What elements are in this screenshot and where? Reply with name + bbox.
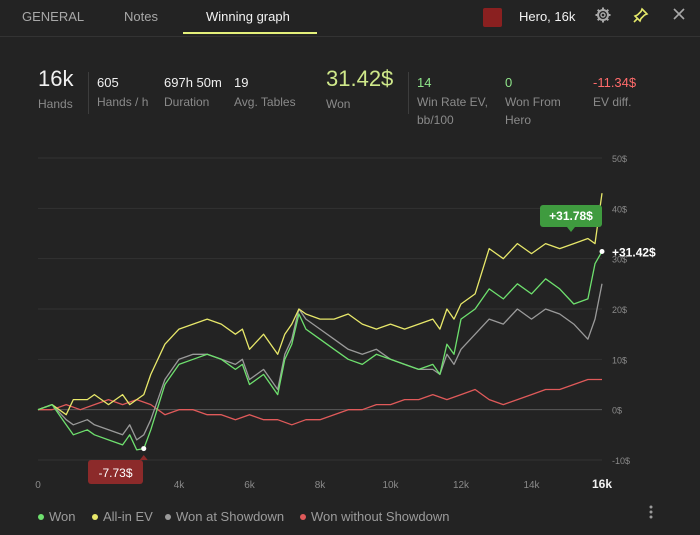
stat-won-label: Won — [326, 97, 351, 111]
stat-won-from-hero-label-line2: Hero — [505, 113, 532, 127]
stat-hands: 16k Hands — [38, 66, 73, 113]
final-ev-bubble — [540, 205, 602, 227]
series-line-all-in-ev[interactable] — [37, 193, 603, 416]
stat-divider — [408, 72, 409, 114]
stat-win-rate-ev-label: Win Rate EV, bb/100 — [417, 93, 488, 129]
stat-duration-value: 697h 50m — [164, 75, 222, 90]
more-options-icon[interactable] — [645, 505, 657, 525]
close-icon[interactable] — [669, 7, 689, 27]
y-tick-label: 0$ — [612, 406, 622, 416]
stat-won-from-hero-label: Won From Hero — [505, 93, 561, 129]
gear-icon[interactable] — [593, 7, 613, 27]
final-won-label: +31.42$ — [612, 246, 656, 260]
x-tick-label: 16k — [592, 477, 612, 491]
legend-item-won-without-showdown[interactable]: Won without Showdown — [300, 509, 450, 524]
stat-win-rate-ev: 14 Win Rate EV, bb/100 — [417, 75, 488, 129]
stat-hands-per-hour-label: Hands / h — [97, 95, 149, 109]
top-bar: GENERAL Notes Winning graph Hero, 16k — [0, 0, 700, 37]
stat-ev-diff-label: EV diff. — [593, 95, 632, 109]
x-tick-label: 4k — [174, 480, 186, 491]
player-name: Hero, 16k — [519, 9, 576, 24]
final-won-point[interactable] — [599, 249, 605, 255]
legend-dot-won-without-showdown — [300, 513, 306, 520]
series-line-won-without-showdown[interactable] — [38, 378, 602, 426]
tab-general[interactable]: GENERAL — [22, 9, 85, 24]
stat-hands-label: Hands — [38, 97, 73, 111]
stat-avg-tables: 19 Avg. Tables — [234, 75, 296, 111]
stat-avg-tables-label: Avg. Tables — [234, 95, 296, 109]
pin-icon[interactable] — [631, 7, 651, 27]
y-tick-label: -10$ — [612, 456, 630, 466]
tab-notes[interactable]: Notes — [124, 9, 158, 24]
stat-hands-per-hour: 605 Hands / h — [97, 75, 148, 111]
stat-won-from-hero-value: 0 — [505, 75, 513, 90]
stat-avg-tables-value: 19 — [234, 75, 249, 90]
legend-dot-all-in-ev — [92, 513, 98, 520]
x-tick-label: 14k — [523, 480, 540, 491]
stat-ev-diff-value: -11.34$ — [593, 75, 637, 90]
stat-duration: 697h 50m Duration — [164, 75, 222, 111]
minimum-bubble — [88, 460, 143, 484]
legend-label-won-at-showdown: Won at Showdown — [176, 509, 285, 524]
stat-won-from-hero-label-line1: Won From — [505, 95, 561, 109]
stat-hands-per-hour-value: 605 — [97, 75, 119, 90]
stat-ev-diff: -11.34$ EV diff. — [593, 75, 636, 111]
minimum-point[interactable] — [141, 446, 147, 452]
stat-won: 31.42$ Won — [326, 66, 393, 113]
winning-graph-chart[interactable]: 50$ 40$ 30$ 20$ 10$ 0$ -10$ 0 4k 6k 8k 10k 12k 14k 16k… — [0, 140, 700, 500]
y-tick-label: 10$ — [612, 355, 627, 365]
legend-label-won-without-showdown: Won without Showdown — [311, 509, 450, 524]
series-line-won-at-showdown[interactable] — [37, 283, 603, 441]
y-tick-label: 40$ — [612, 204, 627, 214]
stat-win-rate-ev-label-line1: Win Rate EV, — [417, 95, 488, 109]
x-tick-label: 12k — [453, 480, 470, 491]
final-ev-label: +31.78$ — [549, 209, 593, 223]
stat-divider — [88, 72, 89, 114]
tab-winning-graph[interactable]: Winning graph — [206, 9, 290, 24]
legend-label-all-in-ev: All-in EV — [103, 509, 153, 524]
legend-dot-won-at-showdown — [165, 513, 171, 520]
player-color-swatch[interactable] — [483, 8, 502, 27]
x-tick-label: 0 — [35, 480, 41, 491]
final-ev-bubble-pointer — [567, 227, 575, 232]
stat-hands-value: 16k — [38, 66, 74, 91]
series-line-won[interactable] — [37, 251, 603, 451]
x-tick-label: 8k — [315, 480, 327, 491]
y-tick-label: 30$ — [612, 255, 627, 265]
x-tick-label: 6k — [244, 480, 256, 491]
minimum-bubble-pointer — [139, 455, 148, 460]
stat-win-rate-ev-value: 14 — [417, 75, 432, 90]
legend-dot-won — [38, 513, 44, 520]
stat-won-from-hero: 0 Won From Hero — [505, 75, 561, 129]
legend-label-won: Won — [49, 509, 76, 524]
legend-item-all-in-ev[interactable]: All-in EV — [92, 509, 153, 524]
stat-won-value: 31.42$ — [326, 66, 394, 91]
legend-item-won[interactable]: Won — [38, 509, 76, 524]
legend-item-won-at-showdown[interactable]: Won at Showdown — [165, 509, 284, 524]
stat-duration-label: Duration — [164, 95, 210, 109]
stat-win-rate-ev-label-line2: bb/100 — [417, 113, 454, 127]
active-tab-indicator — [183, 32, 317, 34]
minimum-label: -7.73$ — [98, 466, 132, 480]
y-tick-label: 20$ — [612, 305, 627, 315]
y-tick-label: 50$ — [612, 154, 627, 164]
x-tick-label: 10k — [382, 480, 399, 491]
